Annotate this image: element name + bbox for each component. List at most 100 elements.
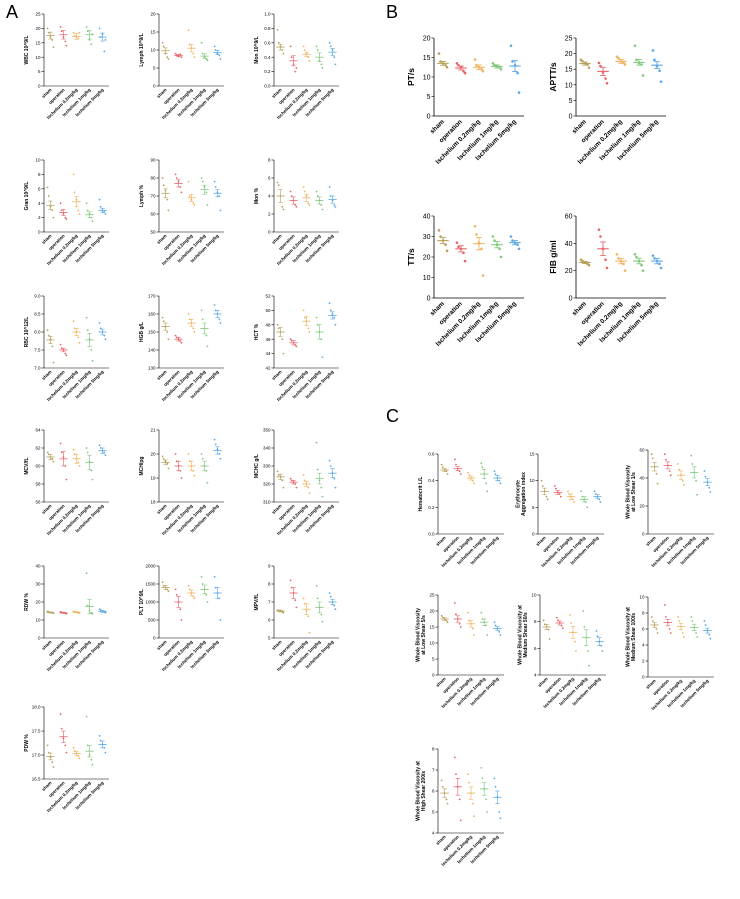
data-point xyxy=(88,39,91,41)
data-point xyxy=(453,458,456,461)
data-point xyxy=(315,316,318,319)
data-point xyxy=(516,71,519,75)
data-point xyxy=(289,477,292,480)
data-point xyxy=(201,583,204,585)
data-point xyxy=(651,457,654,460)
data-point xyxy=(98,198,101,201)
data-point xyxy=(553,485,556,487)
data-point xyxy=(65,354,68,357)
y-axis-label: Hematocrit L/L xyxy=(418,476,424,511)
y-tick-label: 310 xyxy=(263,500,271,505)
y-tick-label: 7.0 xyxy=(34,366,41,371)
data-point xyxy=(669,474,672,477)
y-tick-label: 10 xyxy=(35,618,41,623)
data-point xyxy=(690,616,693,618)
x-tick-label: sham xyxy=(41,369,53,381)
panel-letter-C: C xyxy=(386,406,399,426)
data-point xyxy=(573,640,576,643)
y-tick-label: 15 xyxy=(429,625,435,630)
data-point xyxy=(85,447,88,449)
data-point xyxy=(213,45,216,48)
data-point xyxy=(499,67,503,71)
data-point xyxy=(174,334,177,337)
data-point xyxy=(321,208,324,211)
data-point xyxy=(276,28,279,31)
y-tick-label: 30 xyxy=(35,582,41,587)
data-point xyxy=(167,58,170,60)
data-point xyxy=(593,490,596,493)
y-tick-label: 10 xyxy=(529,478,535,483)
y-tick-label: 62 xyxy=(35,446,41,451)
data-point xyxy=(295,67,298,69)
data-point xyxy=(85,316,88,319)
data-point xyxy=(295,486,298,489)
y-tick-label: 2 xyxy=(642,659,645,664)
data-point xyxy=(174,52,177,55)
data-point xyxy=(320,204,323,206)
y-tick-label: 6 xyxy=(642,627,645,632)
data-point xyxy=(480,611,483,614)
data-point xyxy=(213,575,216,578)
y-tick-label: 40 xyxy=(639,476,645,481)
data-point xyxy=(329,309,332,312)
y-tick-label: 7 xyxy=(268,600,271,605)
data-point xyxy=(192,52,195,55)
data-point xyxy=(708,633,711,636)
data-point xyxy=(329,595,332,598)
y-tick-label: 4 xyxy=(38,201,41,206)
y-tick-label: 90 xyxy=(150,158,156,163)
data-point xyxy=(307,327,310,330)
y-tick-label: 18.0 xyxy=(32,705,41,710)
data-point xyxy=(599,64,602,68)
x-tick-label: sham xyxy=(271,87,283,99)
data-point xyxy=(597,228,601,231)
data-point xyxy=(651,254,655,257)
data-point xyxy=(180,341,183,344)
data-point xyxy=(458,622,461,625)
data-point xyxy=(321,495,324,498)
x-tick-label: sham xyxy=(271,503,283,515)
data-point xyxy=(486,811,489,813)
data-point xyxy=(72,746,75,749)
data-point xyxy=(546,498,549,501)
data-point xyxy=(91,612,94,615)
data-point xyxy=(315,441,318,444)
data-point xyxy=(455,241,459,244)
data-point xyxy=(669,632,672,634)
data-point xyxy=(213,304,216,306)
y-tick-label: 10 xyxy=(35,55,41,60)
y-tick-label: 9 xyxy=(268,564,271,569)
y-tick-label: 0 xyxy=(642,532,645,537)
data-point xyxy=(46,329,49,332)
y-tick-label: 2 xyxy=(38,215,41,220)
y-axis-label: TT/s xyxy=(406,248,416,266)
data-point xyxy=(307,615,310,618)
data-point xyxy=(651,49,655,52)
data-point xyxy=(161,41,164,44)
data-point xyxy=(641,269,645,272)
data-point xyxy=(493,470,496,473)
data-point xyxy=(582,610,585,612)
data-point xyxy=(615,252,619,256)
data-point xyxy=(704,624,707,626)
y-tick-label: 160 xyxy=(148,312,156,317)
data-point xyxy=(104,454,107,457)
data-point xyxy=(601,650,604,652)
data-point xyxy=(475,233,478,236)
data-point xyxy=(559,495,562,498)
chart-wbv_med100: 0 2 4 6 8 10 Whole Blood Viscosity atMedium Sh… xyxy=(625,595,714,711)
y-tick-label: 0 xyxy=(532,532,535,537)
data-point xyxy=(277,41,280,44)
data-point xyxy=(167,209,170,212)
data-point xyxy=(59,343,62,346)
data-point xyxy=(64,40,67,43)
data-point xyxy=(437,52,441,55)
data-point xyxy=(289,579,292,582)
y-tick-label: 6 xyxy=(534,646,537,651)
data-point xyxy=(201,457,204,460)
y-tick-label: 15 xyxy=(35,40,41,45)
